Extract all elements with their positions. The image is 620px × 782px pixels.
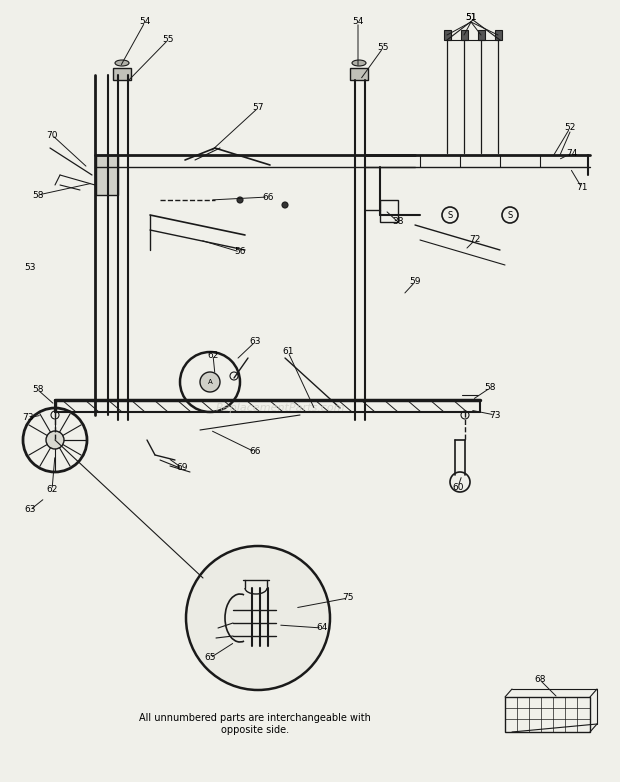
Text: 55: 55 (377, 44, 389, 52)
Text: ReplacementParts.com: ReplacementParts.com (215, 403, 345, 413)
Text: 55: 55 (162, 35, 174, 45)
Circle shape (237, 197, 243, 203)
Ellipse shape (352, 60, 366, 66)
Text: 71: 71 (576, 184, 588, 192)
Text: S: S (507, 210, 513, 220)
Circle shape (200, 372, 220, 392)
Text: 62: 62 (207, 350, 219, 360)
Text: S: S (448, 210, 453, 220)
Bar (113, 68, 131, 80)
Text: 68: 68 (534, 676, 546, 684)
Bar (495, 30, 502, 40)
Text: 73: 73 (489, 411, 501, 419)
Text: 54: 54 (352, 17, 364, 27)
Text: All unnumbered parts are interchangeable with: All unnumbered parts are interchangeable… (139, 713, 371, 723)
Text: 66: 66 (249, 447, 261, 457)
Text: 51: 51 (465, 13, 477, 23)
Ellipse shape (115, 60, 129, 66)
Text: 58: 58 (32, 191, 44, 199)
Bar (96, 155, 118, 195)
Text: 57: 57 (252, 103, 264, 113)
Text: 63: 63 (24, 505, 36, 515)
Text: 52: 52 (564, 124, 576, 132)
Text: 61: 61 (282, 347, 294, 357)
Bar (350, 68, 368, 80)
Text: A: A (208, 379, 213, 385)
Text: 72: 72 (469, 235, 481, 245)
Circle shape (282, 202, 288, 208)
Text: 58: 58 (32, 386, 44, 394)
Text: opposite side.: opposite side. (221, 725, 289, 735)
Text: 60: 60 (452, 482, 464, 492)
Text: 59: 59 (409, 278, 421, 286)
Text: 74: 74 (566, 149, 578, 157)
Text: 65: 65 (204, 654, 216, 662)
Bar (478, 30, 485, 40)
Text: 51: 51 (465, 13, 477, 23)
Circle shape (186, 546, 330, 690)
Text: 70: 70 (46, 131, 58, 139)
Bar (461, 30, 468, 40)
Bar (505, 697, 590, 732)
Text: 73: 73 (22, 414, 33, 422)
Text: 56: 56 (234, 247, 246, 256)
Text: 69: 69 (176, 464, 188, 472)
Text: 53: 53 (24, 264, 36, 272)
Circle shape (46, 431, 64, 449)
Text: 63: 63 (249, 338, 261, 346)
Bar (380, 200, 398, 222)
Bar (444, 30, 451, 40)
Text: 64: 64 (316, 623, 328, 633)
Text: 38: 38 (392, 217, 404, 227)
Text: 66: 66 (262, 192, 274, 202)
Text: 58: 58 (484, 383, 496, 393)
Text: 54: 54 (140, 17, 151, 27)
Text: 62: 62 (46, 486, 58, 494)
Text: 75: 75 (342, 594, 354, 602)
